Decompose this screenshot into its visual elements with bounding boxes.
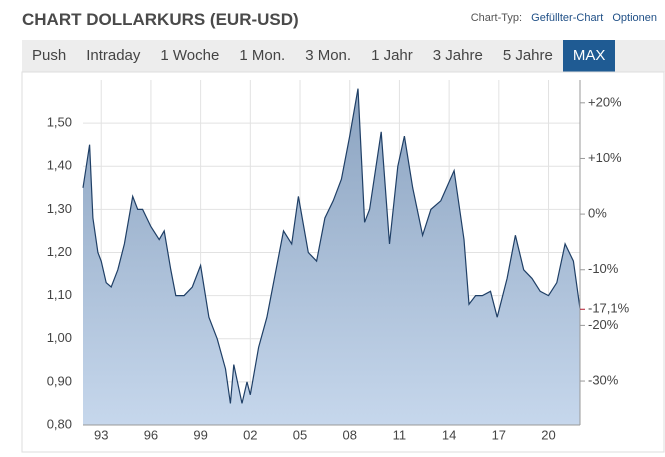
area — [83, 88, 580, 425]
x-tick-label: 08 — [342, 427, 356, 442]
tab[interactable]: Push — [32, 47, 67, 64]
x-tick-label: 99 — [193, 427, 207, 442]
x-tick-label: 93 — [94, 427, 108, 442]
y2-tick-label: 0% — [588, 206, 607, 221]
y2-tick-label: +20% — [588, 94, 622, 109]
tab[interactable]: 1 Jahr — [371, 47, 413, 64]
x-tick-label: 14 — [442, 427, 456, 442]
y2-tick-label: -20% — [588, 317, 619, 332]
y2-tick-label: +10% — [588, 150, 622, 165]
y-tick-label: 1,00 — [47, 330, 72, 345]
y-tick-label: 1,30 — [47, 201, 72, 216]
chart-type-link[interactable]: Gefüllter-Chart — [531, 12, 604, 24]
x-tick-label: 11 — [393, 427, 407, 442]
tab[interactable]: 1 Woche — [160, 47, 220, 64]
y-tick-label: 1,40 — [47, 158, 72, 173]
y2-tick-label: -10% — [588, 261, 619, 276]
y-tick-label: 1,20 — [47, 244, 72, 259]
tab[interactable]: MAX — [562, 40, 616, 72]
current-label: -17,1% — [588, 301, 630, 316]
tab[interactable]: 3 Mon. — [305, 47, 352, 64]
y-tick-label: 1,10 — [47, 287, 72, 302]
chart-title: CHART DOLLARKURS (EUR-USD) — [22, 10, 299, 29]
header-right: Chart-Typ: Gefüllter-Chart Optionen — [471, 12, 657, 24]
x-tick-label: 05 — [293, 427, 307, 442]
tab-bar: Push Intraday 1 Woche 1 Mon. 3 Mon. 1 Jahr 3 J… — [22, 40, 665, 72]
y2-tick-label: -30% — [588, 372, 619, 387]
x-tick-label: 96 — [144, 427, 158, 442]
x-tick-label: 02 — [243, 427, 257, 442]
tab[interactable]: 3 Jahre — [432, 47, 483, 64]
tab[interactable]: Intraday — [86, 47, 141, 64]
x-tick-label: 20 — [541, 427, 555, 442]
line — [82, 88, 581, 404]
tab[interactable]: 1 Mon. — [239, 47, 286, 64]
options-link[interactable]: Optionen — [612, 12, 657, 24]
x-tick-label: 17 — [492, 427, 506, 442]
y-tick-label: 0,80 — [47, 416, 72, 431]
chart-frame — [21, 71, 665, 453]
y-tick-label: 0,90 — [47, 373, 72, 388]
tab[interactable]: 5 Jahre — [502, 47, 553, 64]
y-tick-label: 1,50 — [47, 115, 72, 130]
chart-type-label: Chart-Typ: — [470, 12, 523, 24]
